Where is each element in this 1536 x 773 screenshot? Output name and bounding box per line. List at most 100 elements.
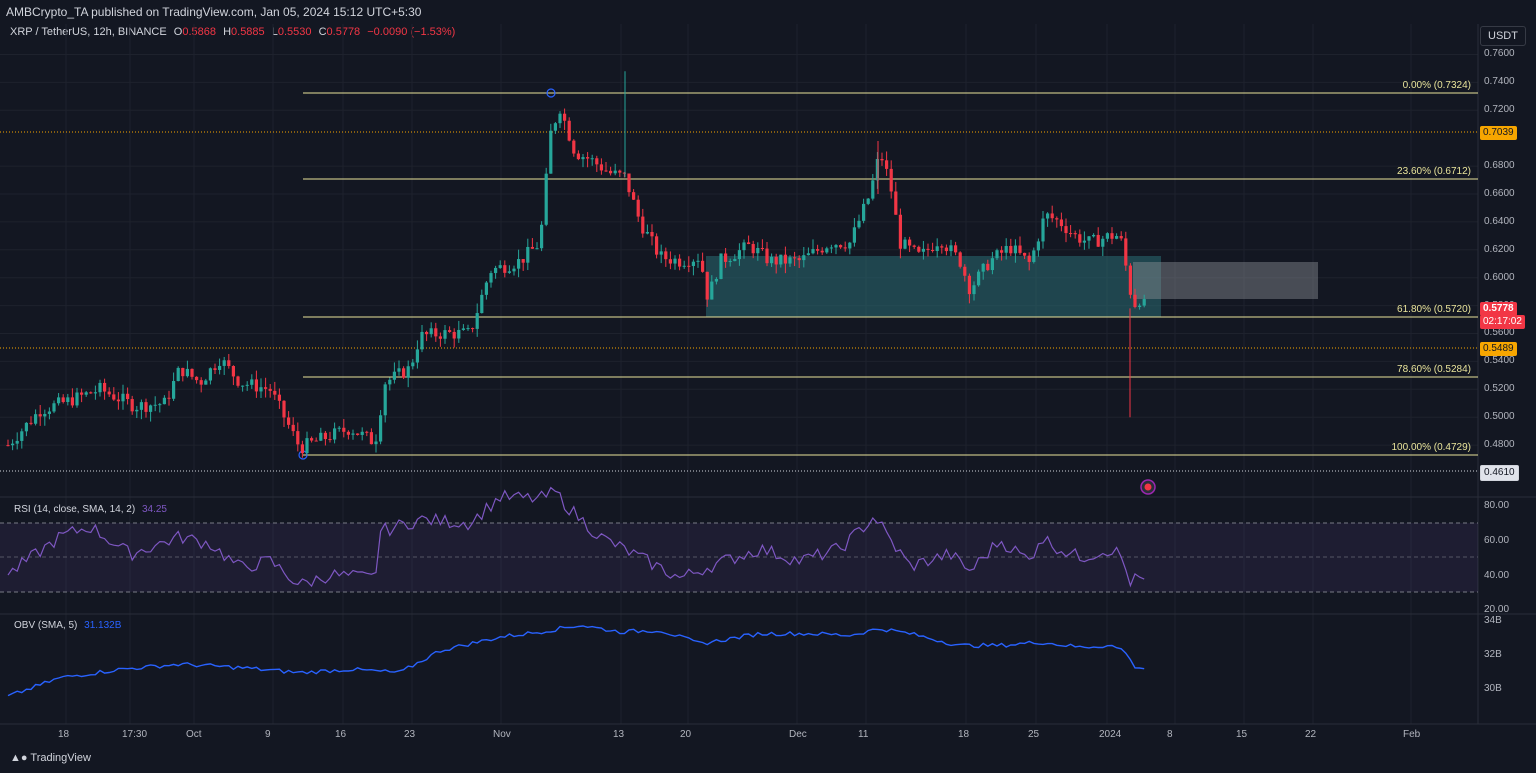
- candle-body[interactable]: [438, 336, 442, 339]
- candle-body[interactable]: [816, 249, 820, 251]
- candle-body[interactable]: [521, 259, 525, 263]
- candle-body[interactable]: [793, 257, 797, 259]
- candle-body[interactable]: [954, 245, 958, 253]
- candle-body[interactable]: [963, 266, 967, 276]
- candle-body[interactable]: [47, 411, 51, 414]
- candle-body[interactable]: [737, 250, 741, 260]
- candle-body[interactable]: [659, 251, 663, 255]
- rsi-legend[interactable]: RSI (14, close, SMA, 14, 2) 34.25: [14, 504, 167, 515]
- order-block-zone[interactable]: [1133, 262, 1318, 299]
- candle-body[interactable]: [365, 431, 369, 433]
- candle-body[interactable]: [236, 376, 240, 386]
- candle-body[interactable]: [213, 368, 217, 370]
- candle-body[interactable]: [576, 153, 580, 160]
- candle-body[interactable]: [756, 247, 760, 254]
- candle-body[interactable]: [958, 252, 962, 267]
- candle-body[interactable]: [678, 258, 682, 267]
- candle-body[interactable]: [829, 247, 833, 249]
- candle-body[interactable]: [682, 265, 686, 267]
- candle-body[interactable]: [742, 242, 746, 251]
- candle-body[interactable]: [374, 441, 378, 445]
- symbol-title[interactable]: XRP / TetherUS, 12h, BINANCE: [10, 26, 167, 38]
- candle-body[interactable]: [268, 388, 272, 391]
- candle-body[interactable]: [908, 239, 912, 246]
- candle-body[interactable]: [691, 261, 695, 267]
- candle-body[interactable]: [567, 120, 571, 141]
- candle-body[interactable]: [673, 258, 677, 264]
- candle-body[interactable]: [820, 250, 824, 253]
- candle-body[interactable]: [498, 265, 502, 268]
- candle-body[interactable]: [15, 440, 19, 444]
- candle-body[interactable]: [61, 397, 65, 403]
- candle-body[interactable]: [806, 253, 810, 256]
- candle-body[interactable]: [52, 403, 56, 412]
- candle-body[interactable]: [931, 249, 935, 251]
- candle-body[interactable]: [43, 413, 47, 417]
- candle-body[interactable]: [880, 159, 884, 161]
- candle-body[interactable]: [204, 380, 208, 385]
- candle-body[interactable]: [1041, 218, 1045, 242]
- candle-body[interactable]: [1078, 234, 1082, 243]
- candle-body[interactable]: [360, 431, 364, 435]
- candle-body[interactable]: [898, 214, 902, 249]
- candle-body[interactable]: [185, 368, 189, 377]
- candle-body[interactable]: [526, 246, 530, 263]
- candle-body[interactable]: [705, 271, 709, 300]
- candle-body[interactable]: [89, 392, 93, 394]
- candle-body[interactable]: [342, 427, 346, 432]
- candle-body[interactable]: [241, 385, 245, 387]
- candle-body[interactable]: [80, 392, 84, 395]
- candle-body[interactable]: [595, 158, 599, 165]
- candle-body[interactable]: [636, 199, 640, 217]
- candle-body[interactable]: [273, 390, 277, 395]
- candle-body[interactable]: [323, 432, 327, 440]
- candle-body[interactable]: [1096, 234, 1100, 247]
- candle-body[interactable]: [84, 392, 88, 395]
- candle-body[interactable]: [162, 397, 166, 405]
- candle-body[interactable]: [337, 427, 341, 429]
- candle-body[interactable]: [512, 268, 516, 272]
- candle-body[interactable]: [967, 275, 971, 295]
- candle-body[interactable]: [107, 391, 111, 395]
- candle-body[interactable]: [195, 376, 199, 381]
- candle-body[interactable]: [917, 246, 921, 252]
- candle-body[interactable]: [402, 368, 406, 378]
- candle-body[interactable]: [70, 397, 74, 406]
- candle-body[interactable]: [135, 409, 139, 412]
- candle-body[interactable]: [356, 433, 360, 435]
- candle-body[interactable]: [291, 424, 295, 432]
- candle-body[interactable]: [139, 402, 143, 410]
- candle-body[interactable]: [921, 248, 925, 252]
- candle-body[interactable]: [875, 159, 879, 181]
- candle-body[interactable]: [300, 444, 304, 454]
- candle-body[interactable]: [770, 256, 774, 264]
- candle-body[interactable]: [632, 192, 636, 200]
- candle-body[interactable]: [563, 113, 567, 121]
- candle-body[interactable]: [1013, 245, 1017, 254]
- candle-body[interactable]: [701, 260, 705, 272]
- candle-body[interactable]: [227, 360, 231, 367]
- candle-body[interactable]: [1069, 233, 1073, 235]
- candle-body[interactable]: [609, 170, 613, 174]
- candle-body[interactable]: [333, 428, 337, 440]
- candle-body[interactable]: [1105, 233, 1109, 239]
- candle-body[interactable]: [461, 328, 465, 330]
- candle-body[interactable]: [788, 257, 792, 264]
- candle-body[interactable]: [388, 379, 392, 385]
- candle-body[interactable]: [889, 168, 893, 192]
- candle-body[interactable]: [190, 368, 194, 377]
- candle-body[interactable]: [714, 278, 718, 282]
- candle-body[interactable]: [944, 247, 948, 252]
- candle-body[interactable]: [903, 239, 907, 249]
- candle-body[interactable]: [448, 330, 452, 332]
- candle-body[interactable]: [420, 331, 424, 350]
- candle-body[interactable]: [1119, 236, 1123, 239]
- candle-body[interactable]: [130, 399, 134, 412]
- candle-body[interactable]: [494, 267, 498, 274]
- candle-body[interactable]: [779, 254, 783, 265]
- candle-body[interactable]: [1073, 233, 1077, 235]
- candle-body[interactable]: [1009, 245, 1013, 254]
- candle-body[interactable]: [535, 248, 539, 250]
- candle-body[interactable]: [641, 216, 645, 234]
